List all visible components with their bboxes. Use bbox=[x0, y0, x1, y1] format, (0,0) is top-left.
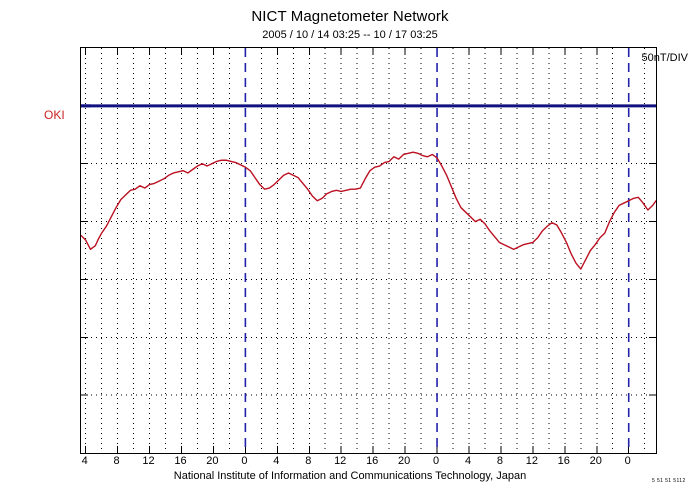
page-title: NICT Magnetometer Network bbox=[251, 8, 449, 25]
x-tick-label: 16 bbox=[366, 455, 379, 467]
footer-small-text: 5 51 51 5112 bbox=[652, 478, 686, 484]
scale-label: 50nT/DIV bbox=[641, 52, 688, 64]
x-tick-label: 8 bbox=[496, 455, 503, 467]
x-tick-label: 0 bbox=[241, 455, 248, 467]
x-tick-label: 4 bbox=[81, 455, 88, 467]
x-tick-label: 12 bbox=[525, 455, 539, 467]
plot-area bbox=[80, 47, 657, 454]
x-tick-label: 20 bbox=[397, 455, 411, 467]
x-axis-tick-labels: 4 8 12 16 20 0 4 8 12 16 20 0 4 8 12 16 20 0 bbox=[80, 455, 656, 473]
x-tick-label: 8 bbox=[113, 455, 120, 467]
x-tick-label: 12 bbox=[142, 455, 155, 467]
footer-attribution: National Institute of Information and Co… bbox=[173, 470, 527, 482]
x-tick-label: 16 bbox=[174, 455, 187, 467]
x-tick-label: 12 bbox=[334, 455, 347, 467]
x-tick-label: 0 bbox=[624, 455, 631, 467]
x-tick-label: 4 bbox=[464, 455, 472, 467]
time-range-subtitle: 2005 / 10 / 14 03:25 -- 10 / 17 03:25 bbox=[262, 29, 438, 41]
x-tick-label: 20 bbox=[206, 455, 219, 467]
x-tick-label: 0 bbox=[432, 455, 440, 467]
x-tick-label: 4 bbox=[273, 455, 280, 467]
station-label: OKI bbox=[44, 108, 65, 122]
magnetogram-svg bbox=[81, 48, 656, 453]
x-tick-label: 8 bbox=[305, 455, 312, 467]
x-tick-label: 20 bbox=[589, 455, 602, 467]
x-tick-label: 16 bbox=[557, 455, 570, 467]
